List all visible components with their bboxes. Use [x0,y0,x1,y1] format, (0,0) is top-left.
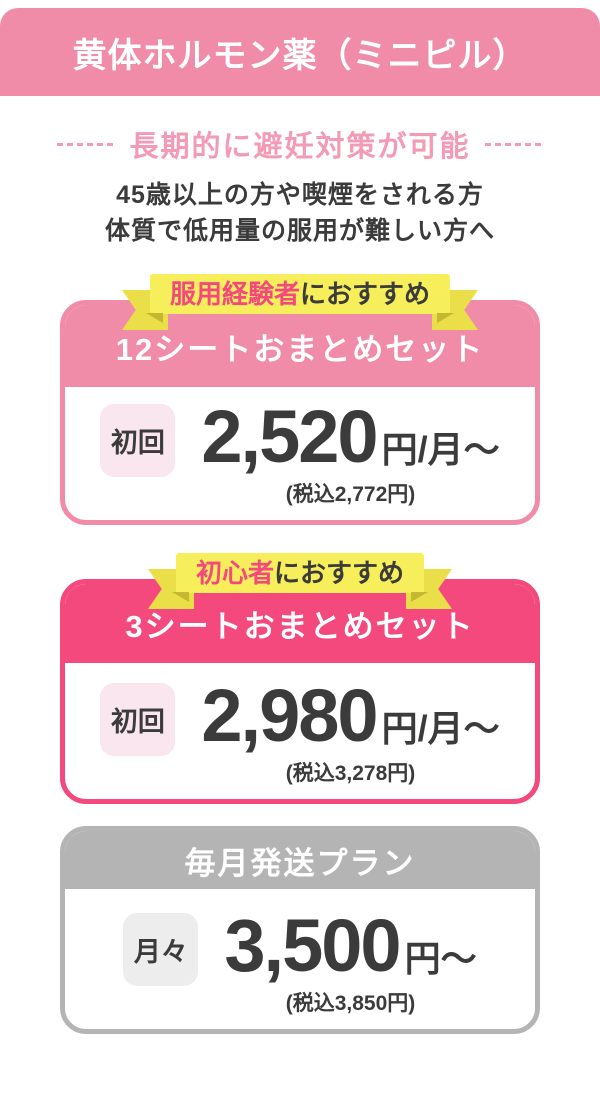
price-block: 2,980 円/月〜 (税込3,278円) [201,679,499,787]
price-row: 初回 2,980 円/月〜 (税込3,278円) [65,679,535,787]
price-line: 2,520 円/月〜 [201,400,499,474]
ribbon-banner: 初心者におすすめ [171,553,429,602]
price-unit: 円〜 [404,938,477,979]
page-header: 黄体ホルモン薬（ミニピル） [0,8,600,96]
tagline: 長期的に避妊対策が可能 [0,123,600,165]
plan-card-body: 月々 3,500 円〜 (税込3,850円) [65,889,535,1029]
plan-section-12-sheets: 服用経験者におすすめ 12シートおまとめセット 初回 2,520 円/月〜 (税… [60,274,540,525]
description-line-2: 体質で低用量の服用が難しい方へ [104,217,495,245]
plan-section-monthly: 毎月発送プラン 月々 3,500 円〜 (税込3,850円) [60,826,540,1034]
ribbon-banner: 服用経験者におすすめ [145,274,455,323]
plan-card-header: 毎月発送プラン [65,831,535,889]
price-amount: 2,980 [201,674,378,757]
plan-card-12-sheets[interactable]: 12シートおまとめセット 初回 2,520 円/月〜 (税込2,772円) [60,300,540,525]
plan-card-header: 3シートおまとめセット [65,584,535,663]
price-block: 2,520 円/月〜 (税込2,772円) [201,400,499,508]
page-title: 黄体ホルモン薬（ミニピル） [72,36,528,75]
ribbon-rest-text: におすすめ [274,558,405,588]
plan-card-body: 初回 2,520 円/月〜 (税込2,772円) [65,387,535,520]
price-row: 月々 3,500 円〜 (税込3,850円) [65,909,535,1017]
price-amount: 2,520 [201,395,378,478]
plan-section-3-sheets: 初心者におすすめ 3シートおまとめセット 初回 2,980 円/月〜 (税込3,… [60,553,540,804]
plan-card-body: 初回 2,980 円/月〜 (税込3,278円) [65,663,535,799]
ribbon-fold-left [145,313,163,323]
price-unit: 円/月〜 [381,708,500,749]
ribbon-highlight-text: 服用経験者 [169,279,300,309]
plan-card-3-sheets[interactable]: 3シートおまとめセット 初回 2,980 円/月〜 (税込3,278円) [60,579,540,804]
price-badge: 初回 [100,403,176,477]
dashed-line-right-decoration [484,142,543,146]
ribbon-rest-text: におすすめ [300,279,431,309]
price-line: 3,500 円〜 [224,909,476,983]
plan-title: 毎月発送プラン [184,845,416,881]
pricing-page: 黄体ホルモン薬（ミニピル） 長期的に避妊対策が可能 45歳以上の方や喫煙をされる… [0,8,600,1093]
dashed-line-left-decoration [57,142,116,146]
plan-title: 12シートおまとめセット [115,331,485,367]
recommend-ribbon: 初心者におすすめ [60,553,540,602]
description: 45歳以上の方や喫煙をされる方 体質で低用量の服用が難しい方へ [0,177,600,249]
price-badge: 初回 [100,682,176,756]
plan-card-monthly[interactable]: 毎月発送プラン 月々 3,500 円〜 (税込3,850円) [60,826,540,1034]
price-line: 2,980 円/月〜 [201,679,499,753]
tax-note: (税込3,278円) [285,762,416,785]
price-badge: 月々 [123,912,199,986]
recommend-ribbon: 服用経験者におすすめ [60,274,540,323]
description-line-1: 45歳以上の方や喫煙をされる方 [116,181,484,209]
ribbon-highlight-text: 初心者 [195,558,274,588]
tagline-text: 長期的に避妊対策が可能 [129,131,471,163]
price-amount: 3,500 [224,904,401,987]
price-block: 3,500 円〜 (税込3,850円) [224,909,476,1017]
tax-note: (税込3,850円) [285,992,416,1015]
plan-title: 3シートおまとめセット [125,609,475,644]
ribbon-fold-right [437,313,455,323]
price-unit: 円/月〜 [381,429,500,470]
ribbon-fold-left [171,592,189,602]
tax-note: (税込2,772円) [285,483,416,506]
price-row: 初回 2,520 円/月〜 (税込2,772円) [65,400,535,508]
ribbon-fold-right [411,592,429,602]
